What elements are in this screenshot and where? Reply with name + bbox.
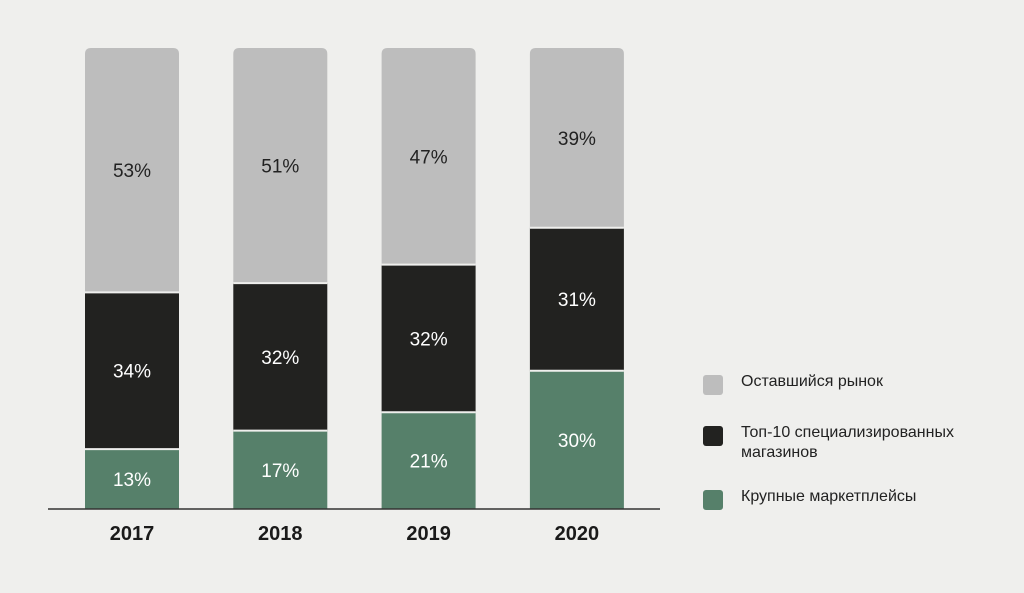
- x-tick-label-2019: 2019: [406, 523, 451, 545]
- legend-item-marketplaces: Крупные маркетплейсы: [703, 487, 991, 510]
- bar-2019-marketplaces: [381, 412, 476, 509]
- bar-label-2018-top10: 32%: [261, 348, 299, 369]
- bar-label-2020-remaining: 39%: [558, 129, 596, 150]
- legend-swatch-marketplaces: [703, 490, 723, 510]
- bar-label-2019-remaining: 47%: [410, 147, 448, 168]
- bar-label-2017-top10: 34%: [113, 362, 151, 383]
- bar-label-2019-marketplaces: 21%: [410, 452, 448, 473]
- bar-label-2017-remaining: 53%: [113, 161, 151, 182]
- bar-label-2019-top10: 32%: [410, 329, 448, 350]
- legend-item-remaining-market: Оставшийся рынок: [703, 372, 991, 395]
- x-tick-label-2017: 2017: [110, 523, 155, 545]
- bar-label-2018-remaining: 51%: [261, 157, 299, 178]
- bar-2019-remaining: [381, 48, 476, 265]
- legend-swatch-top10-stores: [703, 426, 723, 446]
- bar-2017-marketplaces: [85, 449, 179, 509]
- bar-label-2018-marketplaces: 17%: [261, 461, 299, 482]
- bar-2020-marketplaces: [529, 370, 624, 509]
- legend-label-top10-stores: Топ-10 специализированных магазинов: [741, 424, 954, 461]
- x-tick-label-2018: 2018: [258, 523, 303, 545]
- bar-2017-top10: [85, 292, 179, 450]
- legend-label-marketplaces: Крупные маркетплейсы: [741, 488, 917, 505]
- bar-label-2020-top10: 31%: [558, 290, 596, 311]
- legend-item-top10-stores: Топ-10 специализированных магазинов: [703, 423, 991, 463]
- legend-label-remaining-market: Оставшийся рынок: [741, 373, 883, 390]
- bar-2018-remaining: [233, 48, 328, 284]
- bar-2018-marketplaces: [233, 430, 328, 509]
- bar-2019-top10: [381, 264, 476, 413]
- bar-2018-top10: [233, 283, 328, 431]
- bar-2020-remaining: [529, 48, 624, 228]
- legend-swatch-remaining-market: [703, 375, 723, 395]
- bar-2020-top10: [529, 227, 624, 371]
- x-tick-label-2020: 2020: [555, 523, 600, 545]
- bar-label-2020-marketplaces: 30%: [558, 431, 596, 452]
- bar-2017-remaining: [85, 48, 179, 293]
- bar-label-2017-marketplaces: 13%: [113, 470, 151, 491]
